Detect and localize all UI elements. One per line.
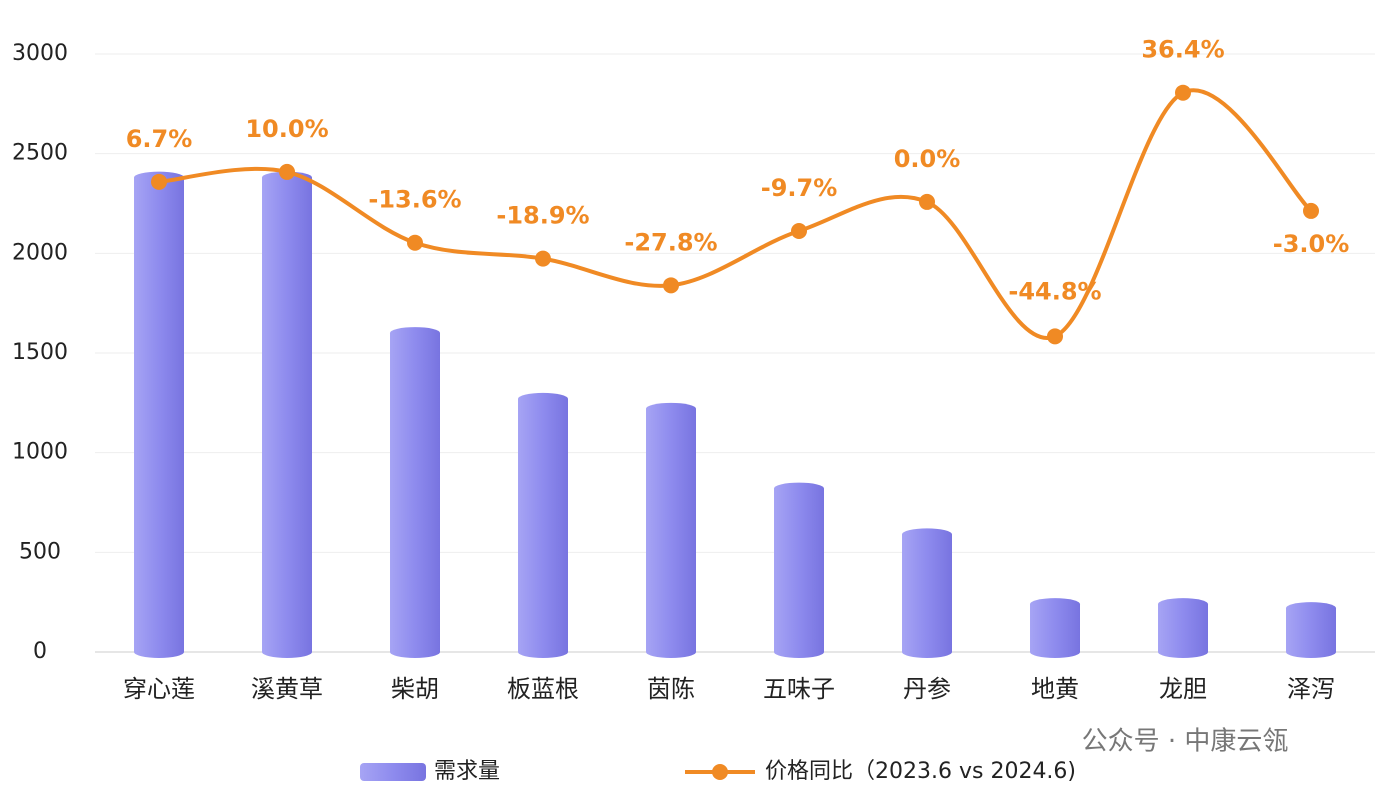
watermark: 公众号 · 中康云瓴 — [1082, 727, 1289, 757]
value-label: 0.0% — [894, 145, 961, 173]
bar — [390, 327, 440, 658]
y-tick-label: 2000 — [12, 240, 68, 265]
line-point — [1047, 328, 1063, 345]
bar — [262, 171, 312, 658]
line-point — [663, 277, 679, 294]
y-tick-label: 1500 — [12, 340, 68, 365]
legend-swatch — [360, 763, 426, 781]
bar — [646, 402, 696, 658]
bar — [902, 528, 952, 658]
y-tick-label: 3000 — [12, 41, 68, 66]
line-point — [407, 234, 423, 251]
x-tick-label: 板蓝根 — [507, 675, 579, 703]
y-tick-label: 0 — [33, 639, 47, 664]
bar — [134, 171, 184, 658]
bar — [1158, 598, 1208, 658]
value-label: 6.7% — [126, 125, 193, 153]
bar — [774, 482, 824, 658]
bar — [1030, 598, 1080, 658]
x-tick-label: 泽泻 — [1287, 675, 1335, 703]
line-point — [535, 250, 551, 267]
value-label: -3.0% — [1273, 230, 1350, 258]
y-tick-label: 1000 — [12, 440, 68, 465]
x-tick-label: 丹参 — [903, 675, 951, 703]
value-label: -13.6% — [368, 186, 461, 214]
line-point — [279, 163, 295, 180]
x-tick-label: 溪黄草 — [251, 675, 323, 703]
legend-label: 价格同比（2023.6 vs 2024.6) — [765, 759, 1076, 784]
line-point — [1303, 202, 1319, 219]
y-tick-label: 2500 — [12, 141, 68, 166]
legend-swatch — [712, 764, 728, 780]
legend-label: 需求量 — [434, 759, 500, 784]
line-point — [1175, 84, 1191, 101]
line-point — [791, 223, 807, 240]
x-tick-label: 地黄 — [1031, 675, 1079, 703]
value-label: 36.4% — [1141, 36, 1224, 64]
x-tick-label: 茵陈 — [647, 675, 695, 703]
x-tick-label: 穿心莲 — [123, 675, 195, 703]
x-tick-label: 五味子 — [763, 675, 835, 703]
value-label: -9.7% — [761, 174, 838, 202]
x-tick-label: 龙胆 — [1159, 675, 1207, 703]
line — [158, 88, 1313, 340]
y-tick-label: 500 — [19, 539, 61, 564]
value-label: -27.8% — [624, 228, 717, 256]
bar — [518, 392, 568, 658]
x-tick-label: 柴胡 — [391, 675, 439, 703]
line-point — [151, 173, 167, 190]
value-label: -18.9% — [496, 202, 589, 230]
line-point — [919, 193, 935, 210]
value-label: -44.8% — [1008, 277, 1101, 305]
value-label: 10.0% — [245, 115, 328, 143]
bar — [1286, 602, 1336, 658]
